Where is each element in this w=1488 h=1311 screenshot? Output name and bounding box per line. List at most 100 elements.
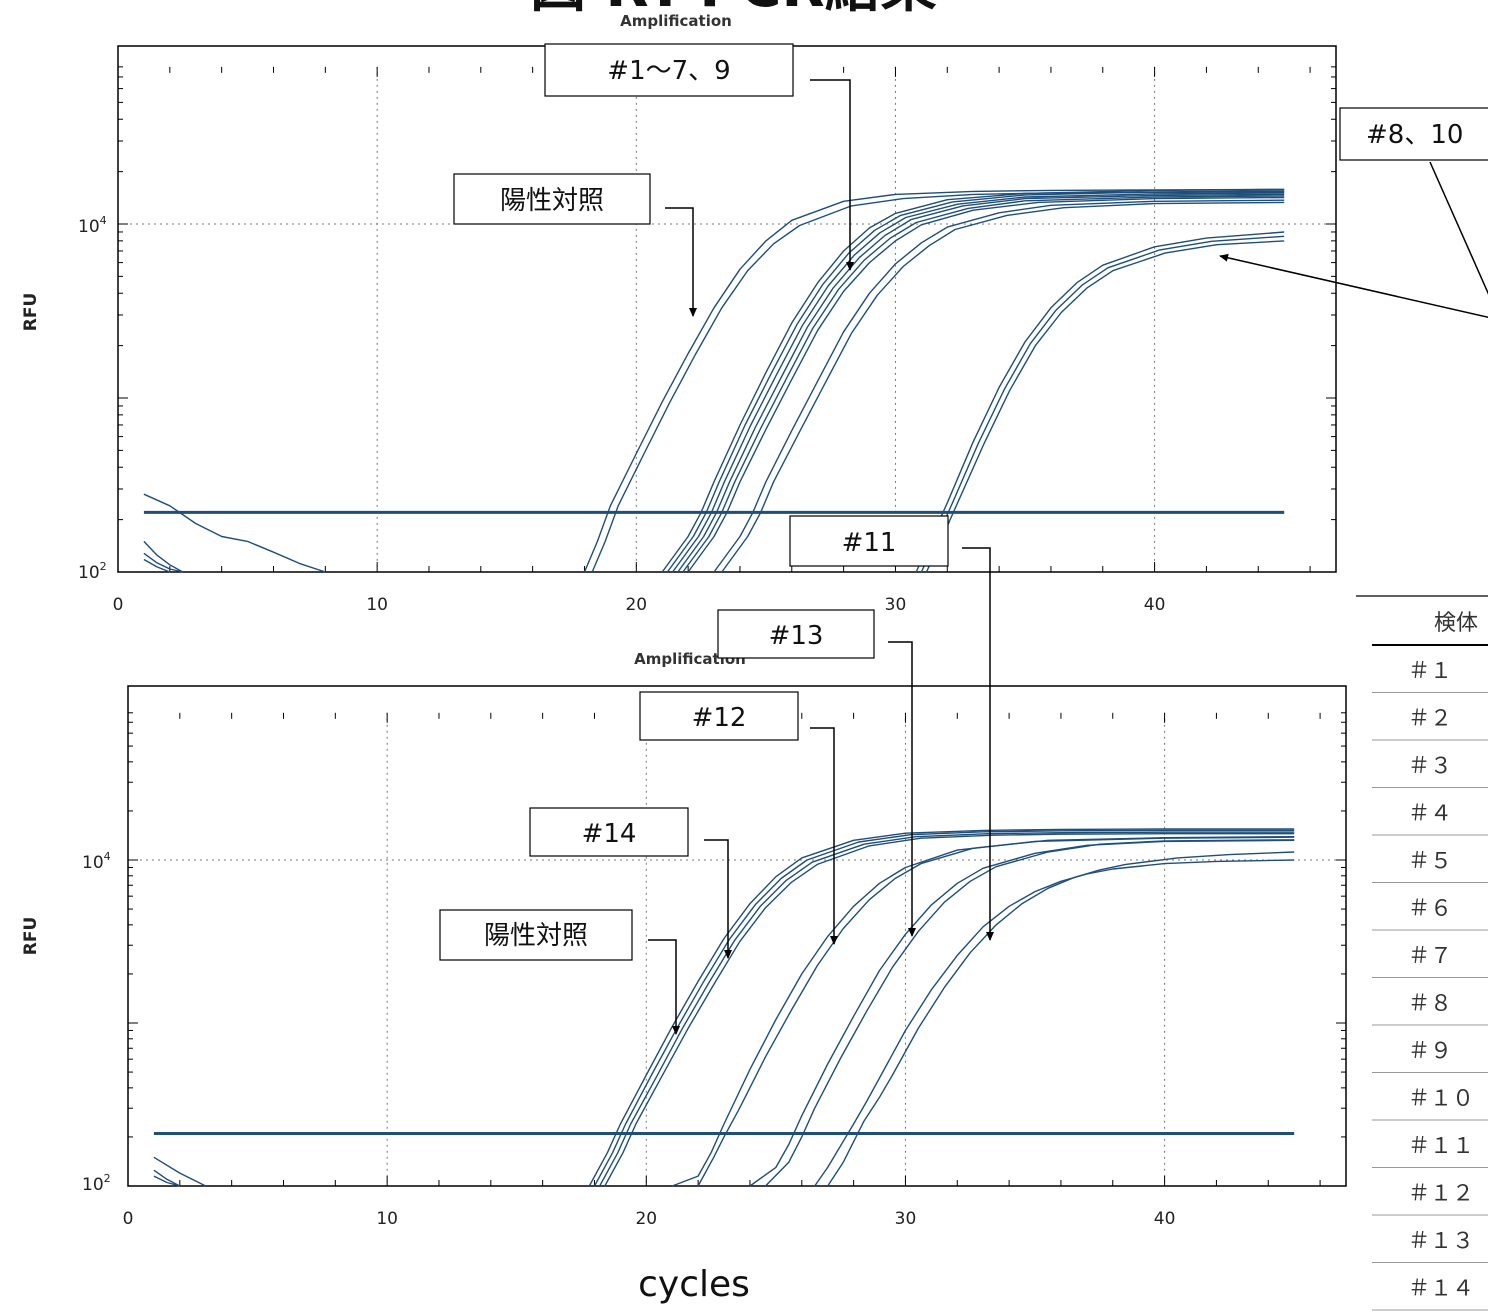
x-tick-label: 20: [635, 1209, 657, 1229]
x-tick-label: 30: [895, 1209, 917, 1229]
amplification-curve-positive-control-14: [593, 829, 1295, 1187]
callout-label: #14: [582, 819, 637, 849]
grid-top: [118, 66, 1336, 572]
x-tick-label: 30: [885, 595, 907, 615]
callout-label: #12: [692, 703, 747, 733]
callout-leader: [1429, 161, 1488, 295]
y-tick-label-bottom-10e2: 102: [82, 1172, 111, 1195]
callout-arrow: [665, 207, 697, 317]
table-row-label: ＃１１: [1408, 1134, 1474, 1159]
x-tick-label: 40: [1154, 1209, 1176, 1229]
x-tick-label: 10: [366, 595, 388, 615]
callout-sample-13: #13: [717, 609, 916, 937]
callout-label: 陽性対照: [484, 921, 588, 951]
callout-arrow: [888, 641, 916, 937]
amplification-curve-sample-11: [827, 851, 1295, 1187]
table-rows: ＃１ ＃２ ＃３ ＃４ ＃５ ＃６ ＃７ ＃８ ＃９ ＃１０ ＃１１ ＃１２ ＃１３ ＃１４: [1372, 659, 1488, 1311]
table-row-label: ＃１３: [1408, 1229, 1474, 1254]
callout-samples-8-10: #8、10: [1219, 107, 1488, 319]
amplification-curve-samples-8-10: [915, 231, 1285, 573]
callout-box: [544, 43, 794, 97]
callout-label: #8、10: [1366, 120, 1463, 150]
x-tick-labels-bottom: 0 10 20 30 40: [123, 1209, 1176, 1229]
table-row-label: ＃７: [1408, 944, 1452, 969]
amplification-curve-samples-1-7-9: [721, 201, 1285, 573]
callout-box: [789, 515, 949, 567]
amplification-curve-sample-11: [814, 859, 1295, 1187]
y-axis-label-bottom: RFU: [21, 917, 41, 956]
amplification-curve-positive-control: [591, 191, 1285, 573]
callout-box: [439, 909, 633, 961]
figure-heading: 図 RT-PCR結果: [530, 0, 937, 20]
amplification-curve-positive-control: [583, 188, 1285, 573]
amplification-curve-samples-1-7-9: [677, 193, 1285, 573]
callout-positive-control-bottom: 陽性対照: [439, 909, 680, 1035]
amplification-curve-baseline: [143, 558, 171, 573]
x-tick-label: 10: [376, 1209, 398, 1229]
table-row-label: ＃３: [1408, 754, 1452, 779]
amplification-curve-sample-13: [764, 839, 1295, 1187]
amplification-curve-sample-12: [697, 836, 1295, 1187]
table-row-label: ＃５: [1408, 849, 1452, 874]
callout-samples-1-7-9: #1〜7、9: [544, 43, 854, 271]
callout-arrow: [962, 547, 994, 941]
y-tick-label-bottom-10e4: 104: [82, 850, 111, 873]
callout-positive-control-top: 陽性対照: [453, 173, 697, 317]
y-tick-label-top-10e4: 104: [78, 214, 107, 237]
amplification-curve-samples-1-7-9: [687, 196, 1285, 573]
amplification-curve-baseline: [143, 540, 184, 573]
table-row-label: ＃１４: [1408, 1277, 1474, 1302]
table-row-label: ＃６: [1408, 897, 1452, 922]
callout-label: #13: [769, 621, 824, 651]
table-row-label: ＃８: [1408, 992, 1452, 1017]
plot-frame-bottom: [127, 685, 1347, 1187]
amplification-curve-samples-1-7-9: [713, 199, 1285, 573]
x-tick-labels-top: 0 10 20 30 40: [113, 595, 1166, 615]
x-tick-label: 0: [123, 1209, 134, 1229]
amplification-curve-positive-control-14: [599, 831, 1295, 1187]
callout-label: #1〜7、9: [607, 56, 730, 86]
table-row-label: ＃１: [1408, 659, 1452, 684]
chart-top: Amplification RFU 104 102 0 10 20 30 40 #1〜7…: [21, 12, 1488, 615]
callout-arrow: [810, 727, 838, 945]
table-row-label: ＃２: [1408, 707, 1452, 732]
y-tick-label-top-10e2: 102: [78, 560, 107, 583]
callout-box: [1339, 107, 1488, 161]
amplification-curve-samples-8-10: [920, 235, 1285, 573]
amplification-curve-baseline: [153, 1156, 207, 1187]
plot-frame-top: [117, 45, 1337, 573]
amplification-curve-positive-control-14: [604, 833, 1295, 1187]
x-axis-label: cycles: [638, 1264, 750, 1305]
callout-box: [639, 691, 799, 741]
table-row-label: ＃１２: [1408, 1182, 1474, 1207]
amplification-curve-samples-1-7-9: [672, 192, 1285, 573]
amplification-curve-baseline: [153, 1175, 180, 1187]
callout-arrow: [704, 839, 732, 959]
callout-arrow: [648, 939, 680, 1035]
grid-bottom: [128, 712, 1346, 1186]
amplification-curve-baseline: [143, 493, 326, 573]
series-bottom: [153, 828, 1295, 1187]
callout-sample-14: #14: [529, 807, 732, 959]
amplification-curve-baseline: [153, 1169, 181, 1187]
table-row-label: ＃４: [1408, 802, 1452, 827]
sample-table: 検体 ＃１ ＃２ ＃３ ＃４ ＃５ ＃６ ＃７ ＃８ ＃９ ＃１０ ＃１１ ＃１２ ＃１３ ＃１４: [1356, 595, 1488, 1311]
table-header: 検体: [1434, 611, 1478, 636]
table-row-label: ＃１０: [1408, 1087, 1474, 1112]
amplification-curve-samples-8-10: [925, 240, 1285, 573]
callout-label: 陽性対照: [500, 186, 604, 216]
x-tick-label: 0: [113, 595, 124, 615]
series-top: [143, 188, 1285, 573]
callout-arrow: [1219, 253, 1488, 319]
chart-title-top: Amplification: [620, 12, 732, 30]
callout-box: [453, 173, 651, 225]
x-tick-label: 20: [625, 595, 647, 615]
amplification-curve-baseline: [143, 552, 183, 573]
amplification-curve-samples-1-7-9: [682, 195, 1285, 573]
callout-box: [717, 609, 875, 659]
callout-sample-11: #11: [789, 515, 994, 941]
amplification-curve-samples-1-7-9: [661, 188, 1285, 573]
callout-arrow: [810, 79, 854, 271]
ticks-top: [117, 66, 1336, 573]
